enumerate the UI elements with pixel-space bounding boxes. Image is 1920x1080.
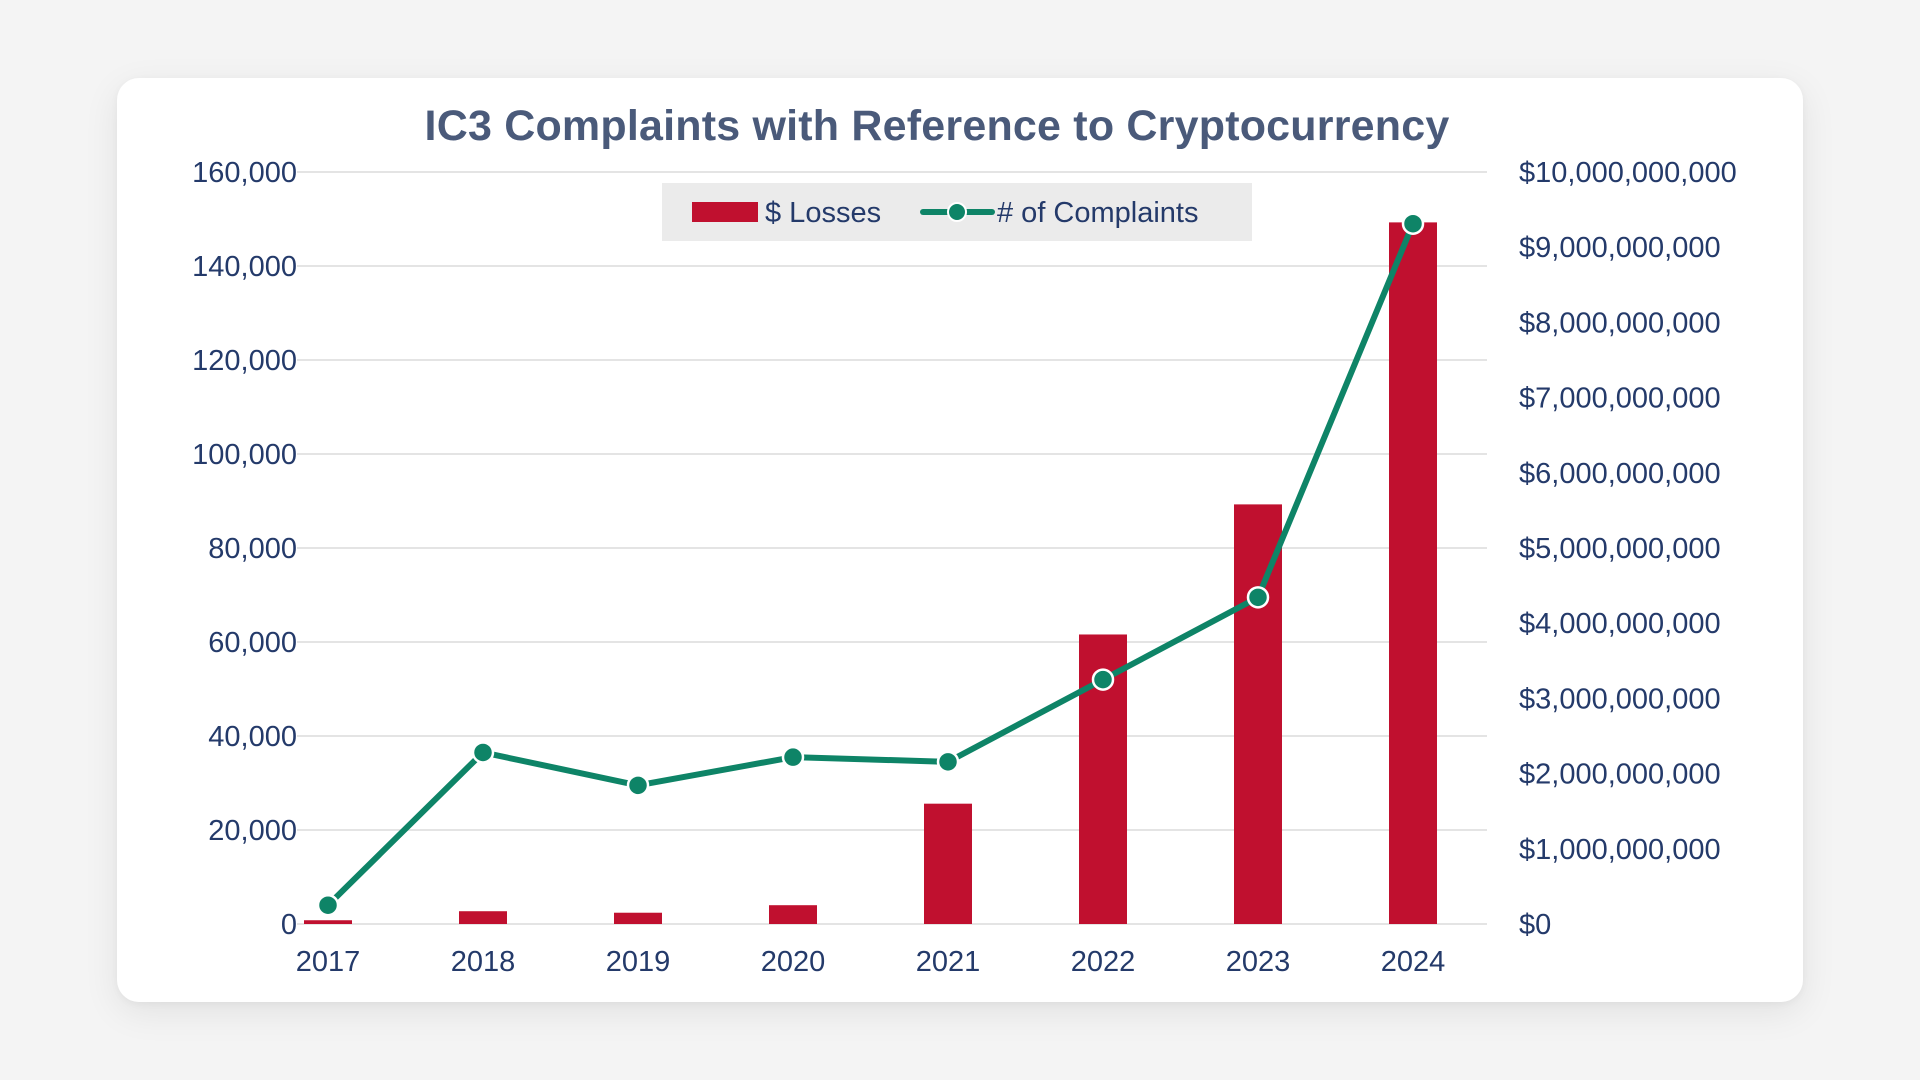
x-tick-label: 2020 bbox=[761, 946, 826, 978]
complaints-point-2023 bbox=[1246, 586, 1270, 609]
chart-card: IC3 Complaints with Reference to Cryptoc… bbox=[117, 78, 1803, 1002]
y-right-tick-label: $3,000,000,000 bbox=[1519, 683, 1721, 715]
bar-losses-2021 bbox=[924, 803, 972, 924]
bar-losses-2023 bbox=[1234, 504, 1282, 924]
y-right-tick-label: $5,000,000,000 bbox=[1519, 533, 1721, 565]
y-left-tick-label: 60,000 bbox=[208, 627, 297, 659]
x-tick-label: 2023 bbox=[1226, 946, 1291, 978]
legend-swatch-complaints-marker bbox=[947, 202, 967, 222]
bar-losses-2017 bbox=[304, 920, 352, 924]
chart-title: IC3 Complaints with Reference to Cryptoc… bbox=[424, 102, 1450, 150]
y-right-tick-label: $0 bbox=[1519, 909, 1551, 941]
legend-swatch-losses bbox=[692, 202, 758, 222]
chart-plot: 0 20,000 40,000 60,000 80,000 100,000 120,000 1… bbox=[192, 157, 1737, 978]
x-tick-label: 2019 bbox=[606, 946, 671, 978]
legend-label-losses: $ Losses bbox=[765, 197, 881, 229]
y-left-tick-label: 0 bbox=[281, 909, 297, 941]
y-right-tick-label: $7,000,000,000 bbox=[1519, 383, 1721, 415]
y-right-tick-label: $8,000,000,000 bbox=[1519, 307, 1721, 339]
y-right-tick-label: $9,000,000,000 bbox=[1519, 232, 1721, 264]
y-left-tick-label: 80,000 bbox=[208, 533, 297, 565]
complaints-point-2021 bbox=[936, 750, 960, 774]
complaints-point-2022 bbox=[1091, 668, 1115, 691]
y-right-tick-label: $1,000,000,000 bbox=[1519, 834, 1721, 866]
bar-losses-2020 bbox=[769, 905, 817, 924]
x-tick-label: 2022 bbox=[1071, 946, 1136, 978]
y-left-tick-label: 120,000 bbox=[192, 345, 297, 377]
complaints-point-2024 bbox=[1401, 212, 1425, 235]
x-tick-label: 2021 bbox=[916, 946, 981, 978]
y-left-tick-label: 20,000 bbox=[208, 815, 297, 847]
y-right-tick-label: $10,000,000,000 bbox=[1519, 157, 1737, 189]
y-left-tick-label: 100,000 bbox=[192, 439, 297, 471]
complaints-point-2017 bbox=[316, 893, 340, 917]
y-right-tick-label: $2,000,000,000 bbox=[1519, 759, 1721, 791]
x-tick-label: 2024 bbox=[1381, 946, 1446, 978]
complaints-line bbox=[325, 220, 1416, 909]
x-tick-label: 2017 bbox=[296, 946, 361, 978]
y-left-tick-label: 160,000 bbox=[192, 157, 297, 189]
bar-losses-2024 bbox=[1389, 222, 1437, 924]
y-left-tick-label: 40,000 bbox=[208, 721, 297, 753]
complaints-point-2019 bbox=[626, 774, 650, 797]
y-right-tick-label: $6,000,000,000 bbox=[1519, 458, 1721, 490]
x-tick-label: 2018 bbox=[451, 946, 516, 978]
legend-label-complaints: # of Complaints bbox=[997, 197, 1199, 229]
bar-losses-2018 bbox=[459, 911, 507, 924]
complaints-point-2020 bbox=[781, 745, 805, 769]
bar-losses-2019 bbox=[614, 912, 662, 924]
complaints-point-2018 bbox=[471, 741, 495, 764]
y-left-tick-label: 140,000 bbox=[192, 251, 297, 283]
y-right-tick-label: $4,000,000,000 bbox=[1519, 608, 1721, 640]
